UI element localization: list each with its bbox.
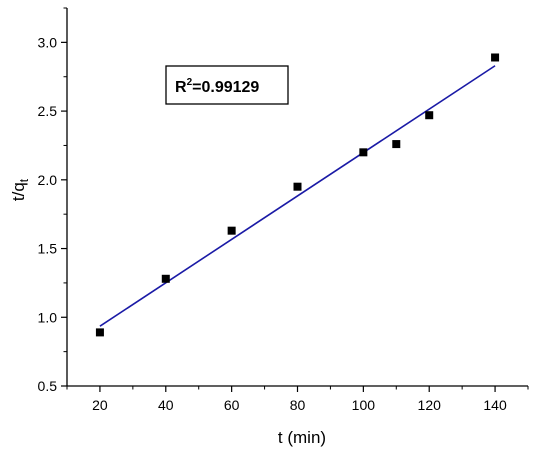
fit-line-group xyxy=(99,65,496,327)
x-tick-label: 40 xyxy=(158,397,174,413)
y-tick-label: 1.0 xyxy=(38,309,58,325)
data-point xyxy=(161,274,170,283)
fit-line xyxy=(99,65,496,327)
x-tick-label: 140 xyxy=(483,397,507,413)
data-point xyxy=(425,111,434,120)
y-tick-label: 0.5 xyxy=(38,378,58,394)
x-tick-label: 100 xyxy=(352,397,376,413)
x-axis-title: t (min) xyxy=(278,428,326,447)
data-point xyxy=(359,148,368,157)
x-tick-label: 80 xyxy=(290,397,306,413)
x-tick-label: 60 xyxy=(224,397,240,413)
data-point xyxy=(293,182,302,191)
x-tick-label: 120 xyxy=(418,397,442,413)
plot-area xyxy=(66,8,528,387)
data-point xyxy=(392,140,401,149)
ticks: 20 40 60 80 100 120 140 0.5 1.0 1.5 2.0 2.5 3.0 xyxy=(38,7,529,413)
y-tick-label: 2.5 xyxy=(38,103,58,119)
y-tick-label: 3.0 xyxy=(38,34,58,50)
annotation-text: R2=0.99129 xyxy=(175,77,259,96)
y-axis-title: t/qt xyxy=(9,178,31,201)
data-point xyxy=(227,226,236,235)
y-tick-label: 1.5 xyxy=(38,241,58,257)
annotation-box xyxy=(165,65,289,105)
data-point xyxy=(95,328,104,337)
data-points xyxy=(95,53,500,337)
y-tick-label: 2.0 xyxy=(38,172,58,188)
r-squared-annotation: R2=0.99129 xyxy=(165,65,289,105)
data-point xyxy=(491,53,500,62)
x-tick-label: 20 xyxy=(92,397,108,413)
